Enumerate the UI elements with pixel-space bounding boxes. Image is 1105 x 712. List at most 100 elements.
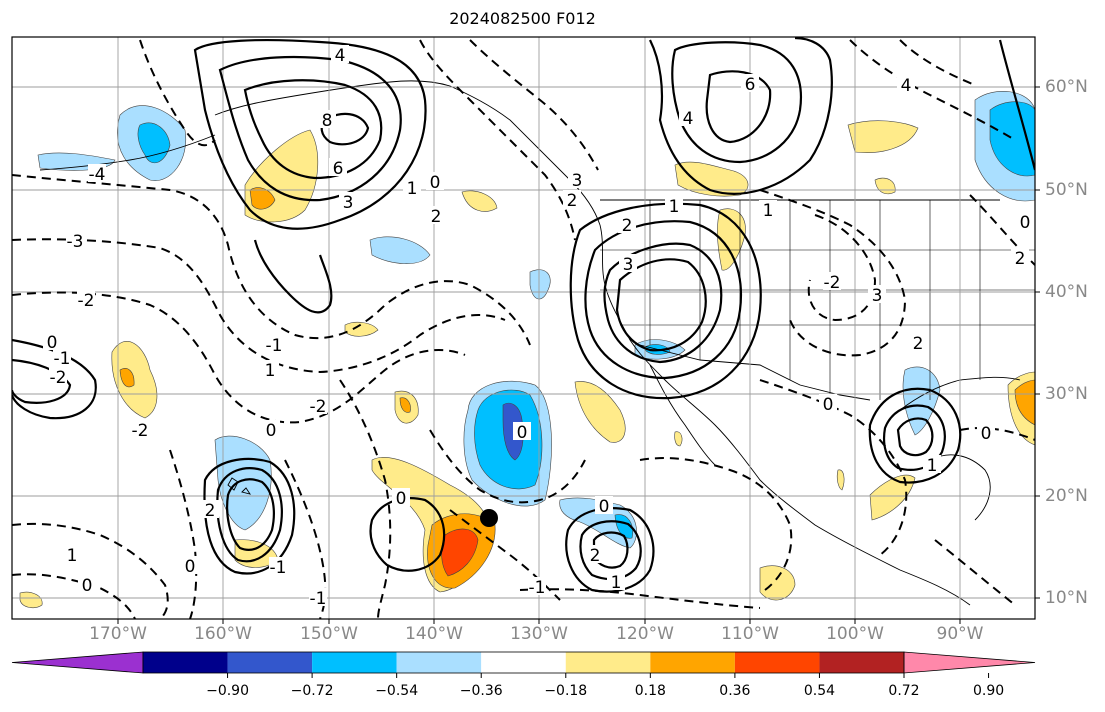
contour-low-ca (569, 202, 762, 400)
contour-label: -2 (824, 273, 841, 293)
contour-label: -2 (310, 397, 327, 417)
contour-label-bg (618, 215, 636, 233)
contour-low-gulf (896, 417, 934, 457)
shade-blue (614, 514, 633, 539)
contour-label: 2 (431, 207, 442, 227)
contour-label: -2 (78, 291, 95, 311)
colorbar-outline (142, 651, 905, 674)
contour-label: -1 (270, 558, 287, 578)
colorbar-tick-label: 0.54 (803, 683, 836, 699)
storm-marker (480, 509, 498, 527)
contour-label: 0 (396, 489, 407, 509)
contour-label-bg (49, 367, 67, 385)
contour-neg-mid (759, 379, 908, 556)
contour-label-bg (329, 158, 347, 176)
gridlines (12, 37, 1035, 619)
contour-neg-ridge (469, 39, 599, 171)
contour-label: 3 (872, 286, 883, 306)
contour-label: 8 (322, 111, 333, 131)
contour-label-bg (819, 394, 837, 412)
lon-label: 90°W (936, 624, 984, 644)
contour-label-bg (759, 200, 777, 218)
shade-yellow (344, 321, 379, 337)
contour-east-high (998, 39, 1035, 171)
contour-label-bg (513, 422, 531, 440)
contour-high-gulf-alaska (320, 112, 370, 146)
colorbar-segment (565, 652, 651, 673)
lat-label: 10°N (1045, 588, 1088, 608)
colorbar-segment (481, 652, 566, 673)
contour-label: 6 (745, 75, 756, 95)
shade-orange (399, 397, 411, 413)
lon-label: 110°W (721, 624, 779, 644)
lat-label: 30°N (1045, 384, 1088, 404)
contour-label-bg (309, 396, 327, 414)
contour-label: 4 (335, 46, 346, 66)
contour-label: 4 (683, 109, 694, 129)
shade-yellow (847, 120, 919, 153)
contour-label-bg (331, 45, 349, 63)
contour-neg-east (969, 194, 1035, 266)
shade-orange (1014, 379, 1035, 426)
contour-label-bg (318, 110, 336, 128)
contour-trough-arm (253, 239, 333, 314)
colorbar (11, 651, 1036, 678)
contour-label-bg (868, 285, 886, 303)
contour-label-bg (53, 348, 71, 366)
contour-label: -2 (50, 368, 67, 388)
contour-label-bg (201, 500, 219, 518)
contour-neg-south (12, 573, 136, 619)
contour-label: -3 (67, 232, 84, 252)
colorbar-segment (396, 652, 482, 673)
contour-label: 1 (265, 361, 276, 381)
colorbar-segment (650, 652, 735, 673)
contour-label: -1 (529, 578, 546, 598)
contour-low-gulf (882, 404, 946, 471)
contour-label-bg (665, 196, 683, 214)
contour-label: 1 (763, 201, 774, 221)
shade-yellow (111, 341, 158, 419)
contour-label: 2 (913, 334, 924, 354)
contour-label: 1 (407, 179, 418, 199)
contour-low-ca (584, 220, 742, 380)
contour-label: 3 (572, 171, 583, 191)
lon-label: 120°W (616, 624, 674, 644)
contour-label: 0 (82, 576, 93, 596)
contour-neg-south (169, 449, 198, 619)
lon-label: 100°W (826, 624, 884, 644)
lat-label: 20°N (1045, 486, 1088, 506)
contour-label: 0 (1020, 213, 1031, 233)
contour-neg-ridge (139, 39, 216, 147)
colorbar-segment (734, 652, 820, 673)
contour-label: 0 (823, 395, 834, 415)
lon-label: 160°W (194, 624, 252, 644)
shade-yellow (674, 161, 749, 197)
shade-orange (249, 187, 276, 210)
contour-label: -1 (54, 349, 71, 369)
axis-ticks (117, 86, 1040, 624)
contour-low-hawaii (226, 478, 275, 551)
colorbar-tick-label: −0.54 (375, 683, 419, 699)
contour-label: 0 (981, 424, 992, 444)
contour-neg-canada (807, 214, 877, 322)
coastline-west-coast (599, 224, 971, 606)
contour-label: 0 (266, 421, 277, 441)
map-title: 2024082500 F012 (449, 9, 596, 28)
contour-low-east-pac (579, 520, 642, 581)
contour-neg-canada (759, 189, 907, 357)
shade-yellow (836, 469, 845, 491)
contour-label: -1 (266, 336, 283, 356)
contour-neg-north-pac (12, 238, 506, 374)
colorbar-tick-label: 0.18 (634, 683, 666, 699)
contour-label: -2 (132, 421, 149, 441)
contour-label: 0 (430, 173, 441, 193)
colorbar-segment (312, 652, 397, 673)
contour-label: 2 (205, 501, 216, 521)
lon-label: 140°W (405, 624, 463, 644)
contour-label: 3 (343, 193, 354, 213)
contour-label-bg (607, 572, 625, 590)
lat-label: 40°N (1045, 282, 1088, 302)
colorbar-segment (143, 652, 228, 673)
